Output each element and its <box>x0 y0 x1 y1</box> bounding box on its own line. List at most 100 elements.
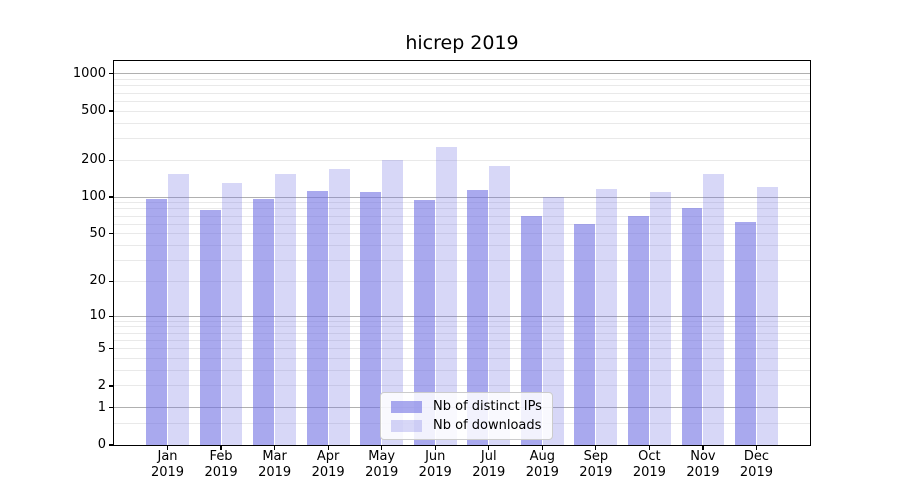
y-tick-label: 5 <box>97 340 106 356</box>
minor-gridline <box>114 215 810 217</box>
x-year-name: 2019 <box>311 464 345 480</box>
minor-gridline <box>114 202 810 204</box>
x-month-label: Sep 2019 <box>569 449 623 480</box>
x-month-name: Apr <box>316 449 340 464</box>
x-year-name: 2019 <box>579 464 613 480</box>
y-tick-mark <box>109 196 114 198</box>
x-month-label: Apr 2019 <box>301 449 355 480</box>
y-tick-label: 200 <box>81 152 106 168</box>
minor-gridline <box>114 370 810 372</box>
minor-gridline <box>114 260 810 262</box>
bar-distinct-ips-feb <box>199 210 221 445</box>
y-tick-mark <box>109 385 114 387</box>
legend-item-downloads: Nb of downloads <box>391 418 542 433</box>
x-tick-mark <box>434 445 436 450</box>
x-year-name: 2019 <box>418 464 452 480</box>
x-month-name: Oct <box>638 449 661 464</box>
x-tick-mark <box>755 445 758 450</box>
x-year-name: 2019 <box>472 464 506 480</box>
minor-gridline <box>114 79 810 81</box>
minor-gridline <box>114 208 810 210</box>
x-tick-mark <box>648 445 650 450</box>
x-month-name: Jun <box>425 449 446 464</box>
minor-gridline <box>114 348 810 350</box>
bar-downloads-feb <box>221 183 243 445</box>
bar-downloads-jan <box>168 173 189 445</box>
bar-downloads-apr <box>328 169 350 445</box>
major-gridline <box>114 73 810 75</box>
bar-distinct-ips-aug <box>520 216 542 445</box>
bar-distinct-ips-jul <box>467 190 489 445</box>
minor-gridline <box>114 385 810 387</box>
y-tick-mark <box>109 348 114 350</box>
legend-swatch-distinct-ips <box>391 400 422 413</box>
legend-label-distinct-ips: Nb of distinct IPs <box>433 399 542 414</box>
x-month-name: Dec <box>743 449 770 464</box>
x-year-name: 2019 <box>258 464 292 480</box>
bar-downloads-jun <box>435 147 457 445</box>
legend-swatch-downloads <box>391 419 422 432</box>
bar-downloads-may <box>382 160 404 445</box>
bar-distinct-ips-mar <box>253 199 275 445</box>
x-month-label: Jul 2019 <box>462 449 516 480</box>
bar-downloads-oct <box>649 191 671 445</box>
minor-gridline <box>114 85 810 87</box>
minor-gridline <box>114 233 810 235</box>
x-month-label: May 2019 <box>355 449 409 480</box>
x-year-name: 2019 <box>686 464 720 480</box>
minor-gridline <box>114 159 810 161</box>
x-year-name: 2019 <box>365 464 399 480</box>
x-month-label: Oct 2019 <box>622 449 676 480</box>
y-tick-label: 0 <box>97 437 106 452</box>
y-tick-label: 100 <box>81 189 106 205</box>
x-month-name: Jul <box>480 449 497 464</box>
major-gridline <box>114 196 810 198</box>
bar-downloads-mar <box>275 173 296 445</box>
minor-gridline <box>114 100 810 102</box>
x-month-label: Mar 2019 <box>248 449 302 480</box>
bar-distinct-ips-jan <box>146 198 168 445</box>
minor-gridline <box>114 358 810 360</box>
y-tick-mark <box>109 73 114 75</box>
minor-gridline <box>114 280 810 282</box>
bar-distinct-ips-sep <box>574 224 596 445</box>
x-tick-mark <box>381 445 383 450</box>
bar-distinct-ips-jun <box>413 200 435 445</box>
x-tick-mark <box>220 445 222 450</box>
bar-downloads-nov <box>703 174 725 445</box>
y-tick-label: 1000 <box>72 65 106 81</box>
y-tick-mark <box>109 315 114 317</box>
legend-item-distinct-ips: Nb of distinct IPs <box>391 399 542 414</box>
minor-gridline <box>114 339 810 341</box>
y-tick-label: 20 <box>89 273 106 289</box>
x-tick-mark <box>702 445 704 450</box>
y-tick-mark <box>109 110 114 112</box>
bar-distinct-ips-may <box>360 192 382 445</box>
y-tick-label: 10 <box>89 308 106 324</box>
x-tick-mark <box>327 445 329 450</box>
minor-gridline <box>114 110 810 112</box>
x-year-name: 2019 <box>739 464 773 480</box>
legend: Nb of distinct IPs Nb of downloads <box>380 392 553 440</box>
x-month-label: Aug 2019 <box>515 449 569 480</box>
major-gridline <box>114 315 810 317</box>
x-month-label: Jan 2019 <box>141 449 195 480</box>
x-month-label: Jun 2019 <box>408 449 462 480</box>
minor-gridline <box>114 320 810 322</box>
bar-downloads-dec <box>756 187 778 445</box>
bar-distinct-ips-dec <box>735 222 756 445</box>
y-tick-mark <box>109 159 114 161</box>
x-tick-mark <box>541 445 543 450</box>
x-month-label: Nov 2019 <box>676 449 730 480</box>
y-tick-label: 500 <box>81 103 106 119</box>
x-tick-mark <box>166 445 169 450</box>
x-year-name: 2019 <box>632 464 666 480</box>
y-tick-label: 2 <box>97 377 106 393</box>
minor-gridline <box>114 245 810 246</box>
y-tick-label: 1 <box>97 399 106 415</box>
minor-gridline <box>114 137 810 139</box>
x-month-name: Sep <box>583 449 609 464</box>
y-tick-mark <box>109 233 114 235</box>
x-month-name: Nov <box>690 449 716 464</box>
minor-gridline <box>114 326 810 328</box>
